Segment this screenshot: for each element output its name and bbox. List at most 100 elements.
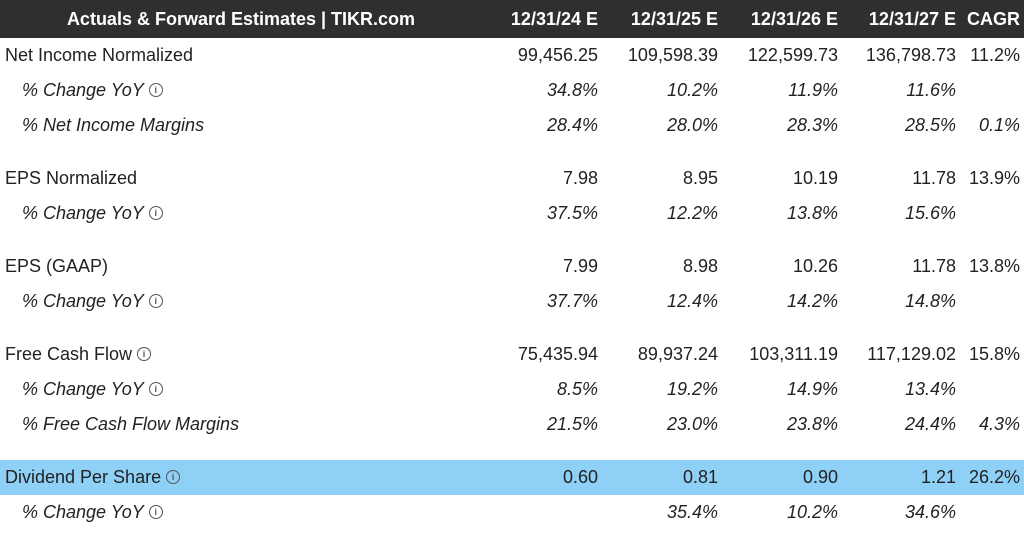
value-cell: 109,598.39	[627, 45, 718, 65]
row-label: % Free Cash Flow Margins	[22, 414, 240, 434]
table-title: Actuals & Forward Estimates | TIKR.com	[66, 8, 416, 29]
row-label: % Change YoY i	[0, 502, 482, 523]
value-cell: 34.6%	[904, 502, 956, 522]
value-cell: 117,129.02	[867, 344, 956, 364]
table-header: Actuals & Forward Estimates | TIKR.com 1…	[0, 0, 1024, 38]
value-cell: 99,456.25	[517, 45, 598, 65]
value-cell: 10.19	[792, 168, 838, 188]
row-spacer	[0, 319, 1024, 337]
info-icon[interactable]: i	[137, 347, 152, 362]
info-icon[interactable]: i	[148, 382, 163, 397]
table-row-fcf-yoy[interactable]: % Change YoY i 8.5% 19.2% 14.9% 13.4%	[0, 372, 1024, 407]
value-cell: 0.60	[562, 467, 598, 487]
value-cell: 23.0%	[666, 414, 718, 434]
row-label-text: % Change YoY	[22, 379, 144, 399]
row-spacer	[0, 231, 1024, 249]
value-cell: 103,311.19	[749, 344, 838, 364]
table-row-eps-gaap[interactable]: EPS (GAAP) 7.99 8.98 10.26 11.78 13.8%	[0, 249, 1024, 284]
value-cell: 28.0%	[666, 115, 718, 135]
table-row-dps-yoy[interactable]: % Change YoY i 35.4% 10.2% 34.6%	[0, 495, 1024, 530]
value-cell: 37.7%	[546, 291, 598, 311]
info-icon[interactable]: i	[148, 206, 163, 221]
row-label: % Change YoY i	[0, 291, 482, 312]
value-cell: 7.99	[562, 256, 598, 276]
value-cell: 11.6%	[906, 80, 956, 100]
table-row-eps-gaap-yoy[interactable]: % Change YoY i 37.7% 12.4% 14.2% 14.8%	[0, 284, 1024, 319]
table-row-net-income[interactable]: Net Income Normalized 99,456.25 109,598.…	[0, 38, 1024, 73]
info-icon[interactable]: i	[148, 83, 163, 98]
estimates-table: Actuals & Forward Estimates | TIKR.com 1…	[0, 0, 1024, 530]
info-icon[interactable]: i	[166, 470, 181, 485]
value-cell: 1.21	[920, 467, 956, 487]
cagr-cell: 13.8%	[968, 256, 1020, 276]
table-row-net-income-margins[interactable]: % Net Income Margins 28.4% 28.0% 28.3% 2…	[0, 108, 1024, 143]
column-header[interactable]: 12/31/25 E	[630, 8, 718, 29]
row-spacer	[0, 442, 1024, 460]
value-cell: 14.8%	[904, 291, 956, 311]
row-spacer	[0, 143, 1024, 161]
table-row-fcf-margins[interactable]: % Free Cash Flow Margins 21.5% 23.0% 23.…	[0, 407, 1024, 442]
row-label-text: % Change YoY	[22, 80, 144, 100]
row-label: Dividend Per Share i	[0, 467, 482, 488]
value-cell: 11.78	[912, 256, 956, 276]
value-cell: 12.4%	[666, 291, 718, 311]
value-cell: 28.3%	[786, 115, 838, 135]
column-header[interactable]: 12/31/26 E	[750, 8, 838, 29]
row-label: Net Income Normalized	[5, 45, 194, 65]
value-cell: 75,435.94	[517, 344, 598, 364]
info-icon[interactable]: i	[148, 505, 163, 520]
value-cell: 0.81	[682, 467, 718, 487]
cagr-cell: 13.9%	[968, 168, 1020, 188]
cagr-cell: 4.3%	[978, 414, 1020, 434]
value-cell: 34.8%	[546, 80, 598, 100]
value-cell: 21.5%	[546, 414, 598, 434]
value-cell: 15.6%	[904, 203, 956, 223]
column-header[interactable]: 12/31/24 E	[510, 8, 598, 29]
row-label: Free Cash Flow i	[0, 344, 482, 365]
value-cell: 89,937.24	[637, 344, 718, 364]
row-label: % Net Income Margins	[22, 115, 205, 135]
row-label: EPS (GAAP)	[5, 256, 109, 276]
value-cell: 37.5%	[546, 203, 598, 223]
cagr-cell: 11.2%	[970, 45, 1020, 65]
row-label: EPS Normalized	[5, 168, 138, 188]
row-label-text: % Change YoY	[22, 502, 144, 522]
value-cell: 136,798.73	[865, 45, 956, 65]
cagr-cell: 0.1%	[978, 115, 1020, 135]
value-cell: 19.2%	[666, 379, 718, 399]
table-row-eps-normalized[interactable]: EPS Normalized 7.98 8.95 10.19 11.78 13.…	[0, 161, 1024, 196]
value-cell: 11.9%	[788, 80, 838, 100]
row-label: % Change YoY i	[0, 203, 482, 224]
value-cell: 122,599.73	[747, 45, 838, 65]
value-cell: 14.9%	[786, 379, 838, 399]
value-cell: 11.78	[912, 168, 956, 188]
column-header[interactable]: 12/31/27 E	[868, 8, 956, 29]
value-cell: 10.2%	[786, 502, 838, 522]
cagr-cell: 26.2%	[968, 467, 1020, 487]
value-cell: 13.4%	[904, 379, 956, 399]
column-header-cagr[interactable]: CAGR	[967, 8, 1020, 29]
table-row-net-income-yoy[interactable]: % Change YoY i 34.8% 10.2% 11.9% 11.6%	[0, 73, 1024, 108]
value-cell: 28.5%	[904, 115, 956, 135]
value-cell: 10.2%	[666, 80, 718, 100]
table-row-dividend-per-share[interactable]: Dividend Per Share i 0.60 0.81 0.90 1.21 …	[0, 460, 1024, 495]
cagr-cell: 15.8%	[968, 344, 1020, 364]
value-cell: 8.95	[682, 168, 718, 188]
value-cell: 35.4%	[666, 502, 718, 522]
table-row-free-cash-flow[interactable]: Free Cash Flow i 75,435.94 89,937.24 103,…	[0, 337, 1024, 372]
value-cell: 13.8%	[786, 203, 838, 223]
row-label: % Change YoY i	[0, 379, 482, 400]
value-cell: 7.98	[562, 168, 598, 188]
value-cell: 24.4%	[904, 414, 956, 434]
value-cell: 28.4%	[546, 115, 598, 135]
value-cell: 0.90	[802, 467, 838, 487]
value-cell: 14.2%	[786, 291, 838, 311]
info-icon[interactable]: i	[148, 294, 163, 309]
value-cell: 8.5%	[556, 379, 598, 399]
row-label: % Change YoY i	[0, 80, 482, 101]
value-cell: 12.2%	[666, 203, 718, 223]
row-label-text: Free Cash Flow	[5, 344, 133, 364]
value-cell: 8.98	[682, 256, 718, 276]
value-cell: 23.8%	[786, 414, 838, 434]
table-row-eps-normalized-yoy[interactable]: % Change YoY i 37.5% 12.2% 13.8% 15.6%	[0, 196, 1024, 231]
